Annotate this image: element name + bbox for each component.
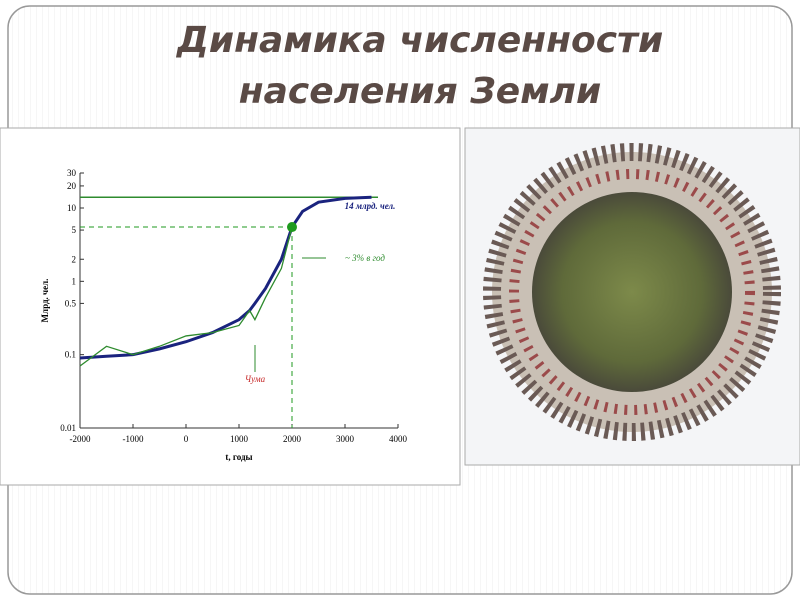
- annotation: Чума: [245, 374, 266, 384]
- x-axis-label: t, годы: [225, 452, 252, 462]
- people: [509, 169, 755, 415]
- y-tick-label: 0.1: [65, 350, 76, 360]
- y-tick-label: 10: [67, 203, 77, 213]
- y-tick-label: 1: [72, 276, 77, 286]
- data-line: [79, 195, 372, 360]
- x-tick-label: 2000: [283, 434, 302, 444]
- x-tick-label: 1000: [230, 434, 249, 444]
- y-tick-label: 20: [67, 181, 77, 191]
- chart-panel: [0, 127, 461, 486]
- ground: [532, 192, 732, 392]
- data-line: [79, 226, 293, 367]
- plot: 0.01 0.1 0.5 1 2 5 10 20 30 -2000 -1000 0 1000 2000 30…: [40, 168, 408, 462]
- x-tick-label: -2000: [70, 434, 91, 444]
- x-tick-label: 4000: [389, 434, 408, 444]
- y-tick-label: 0.01: [60, 423, 76, 433]
- slide-title: населения Земли: [239, 71, 601, 112]
- x-tick-label: 0: [184, 434, 189, 444]
- slide-title: Динамика численности: [176, 20, 663, 61]
- people: [483, 143, 781, 441]
- x-tick-label: -1000: [123, 434, 144, 444]
- annotation: ~ 3% в год: [345, 253, 385, 263]
- y-tick-label: 2: [72, 254, 77, 264]
- photo: [483, 143, 781, 441]
- y-tick-label: 30: [67, 168, 77, 178]
- y-axis-label: Млрд. чел.: [40, 279, 50, 323]
- highlight-point: [287, 222, 297, 233]
- y-tick-label: 5: [72, 225, 77, 235]
- annotation: 14 млрд. чел.: [345, 201, 396, 211]
- y-tick-label: 0.5: [65, 298, 77, 308]
- x-tick-label: 3000: [336, 434, 355, 444]
